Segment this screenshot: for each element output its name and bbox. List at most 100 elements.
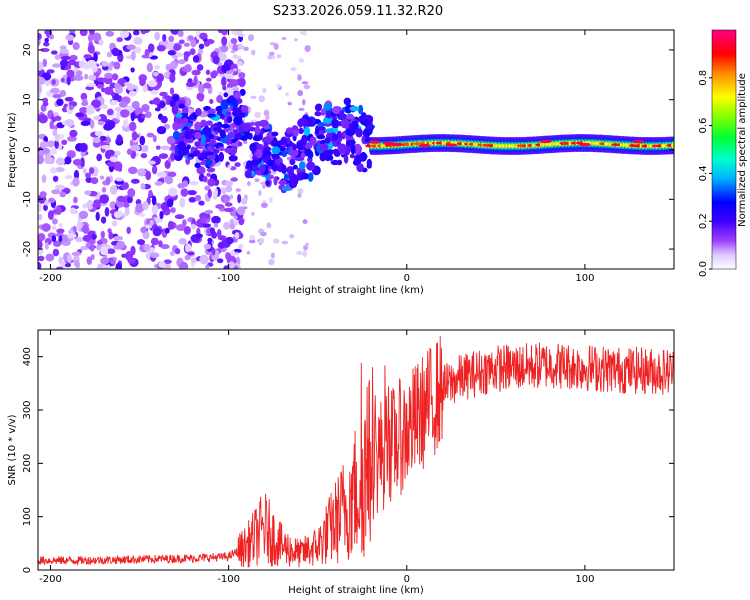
spectrogram-cell (86, 82, 96, 88)
spectrogram-cell (317, 122, 326, 127)
spectrogram-cell (196, 166, 206, 175)
spectrogram-cell (281, 36, 287, 41)
spectrogram-cell (247, 34, 255, 42)
spectrogram-cell (232, 54, 239, 59)
spectrogram-cell (73, 196, 78, 204)
spectrogram-cell (259, 164, 266, 173)
spectrogram-cell (304, 45, 311, 53)
spectrogram-cell (88, 74, 97, 81)
spectrogram-cell (102, 263, 111, 269)
spectrogram-cell (159, 91, 168, 97)
spectrogram-cell (200, 134, 206, 144)
spectrogram-cell (211, 70, 219, 77)
spectrogram-cell (273, 238, 280, 244)
spectrogram-cell (51, 63, 62, 68)
spectrogram-cell (110, 99, 118, 106)
spectrogram-cell (285, 127, 294, 135)
spectrogram-cell (268, 197, 273, 203)
spectrogram-cell (44, 242, 49, 250)
spectrogram-cell (229, 79, 239, 87)
spectrogram-cell (322, 116, 333, 124)
spectrogram-cell (145, 170, 152, 181)
spectrogram-cell (233, 215, 238, 220)
spectrogram-cell (52, 248, 60, 257)
spectrogram-cell (271, 146, 281, 155)
spectrogram-cell (232, 248, 242, 253)
spectrogram-cell (92, 32, 102, 42)
spectrogram-cell (207, 188, 212, 199)
spectrogram-cell (96, 77, 105, 83)
spectrogram-cell (147, 160, 156, 165)
spectrogram-cell (66, 150, 76, 159)
spectrogram-cell (152, 71, 159, 77)
spectrogram-cell (303, 126, 311, 136)
spectrogram-cell (292, 164, 298, 170)
spectrogram-cell (172, 95, 179, 102)
spectrogram-cell (38, 114, 48, 124)
spectrogram-cell (170, 142, 176, 150)
spectrogram-cell (106, 108, 114, 116)
spectrogram-cell (49, 120, 54, 130)
spectrogram-cell (196, 64, 204, 71)
spectrogram-cell (87, 44, 95, 54)
spectrogram-cell (229, 222, 236, 230)
spectrogram-cell (363, 119, 370, 127)
snr-x-label: Height of straight line (km) (288, 585, 424, 596)
spectrogram-cell (142, 144, 149, 152)
spectrogram-cell (263, 142, 269, 147)
spectrogram-cell (89, 243, 95, 252)
spectrogram-cell (38, 76, 46, 85)
spectrogram-cell (223, 221, 230, 230)
spectrogram-cell (292, 144, 297, 151)
spectrogram-cell (154, 65, 161, 70)
spectrogram-cell (206, 120, 213, 126)
spectrogram-cell (100, 257, 110, 265)
spectrogram-cell (144, 48, 150, 57)
spectrogram-cell (65, 34, 75, 41)
spectrogram-cell (169, 60, 178, 70)
spectrogram-cell (38, 255, 45, 262)
spectrogram-cell (84, 73, 89, 80)
y-tick-label: 300 (22, 400, 33, 419)
spectrogram-cell (169, 87, 175, 95)
spectrogram-cell (75, 70, 83, 76)
spectrogram-cell (164, 160, 171, 169)
spectrogram-cell (39, 141, 49, 149)
spectrogram-cell (250, 159, 259, 166)
spectrogram-cell (64, 119, 75, 127)
spectrogram-cell (142, 84, 148, 93)
spectrogram-cell (156, 44, 166, 52)
spectrogram-cell (64, 96, 74, 102)
spectrogram-cell (671, 142, 674, 149)
spectrogram-cell (302, 30, 307, 36)
spectrogram-cell (92, 137, 101, 144)
spectrogram-cell (343, 154, 349, 164)
snr-series-line (38, 335, 674, 568)
spectrogram-cell (269, 42, 276, 46)
spectrogram-cell (202, 175, 208, 183)
spectrogram-cell (184, 130, 193, 140)
y-tick-label: 20 (22, 44, 33, 57)
spectrogram-cell (220, 123, 231, 129)
spectrogram-cell (294, 38, 298, 42)
spectrogram-cell (103, 123, 114, 131)
spectrogram-cell (227, 261, 236, 269)
spectrogram-cell (66, 63, 72, 70)
spectrogram-cell (158, 261, 166, 268)
spectrogram-cell (42, 97, 49, 103)
y-tick-label: 0 (22, 146, 33, 152)
colorbar-tick-label: 0.6 (698, 118, 709, 134)
spectrogram-cell (238, 243, 244, 250)
spectrogram-cell (194, 121, 202, 131)
spectrogram-cell (230, 177, 239, 182)
spectrogram-cell (149, 252, 160, 259)
spectrogram-cell (251, 212, 255, 216)
spectrogram-cell (154, 31, 161, 41)
spectrogram-cell (124, 206, 130, 217)
spectrogram-cell (69, 54, 78, 61)
spectrogram-cell (95, 211, 100, 222)
spectrogram-cell (199, 254, 209, 265)
spectrogram-cell (252, 135, 262, 142)
spectrogram-cell (358, 116, 365, 124)
y-tick-label: -20 (22, 241, 33, 257)
